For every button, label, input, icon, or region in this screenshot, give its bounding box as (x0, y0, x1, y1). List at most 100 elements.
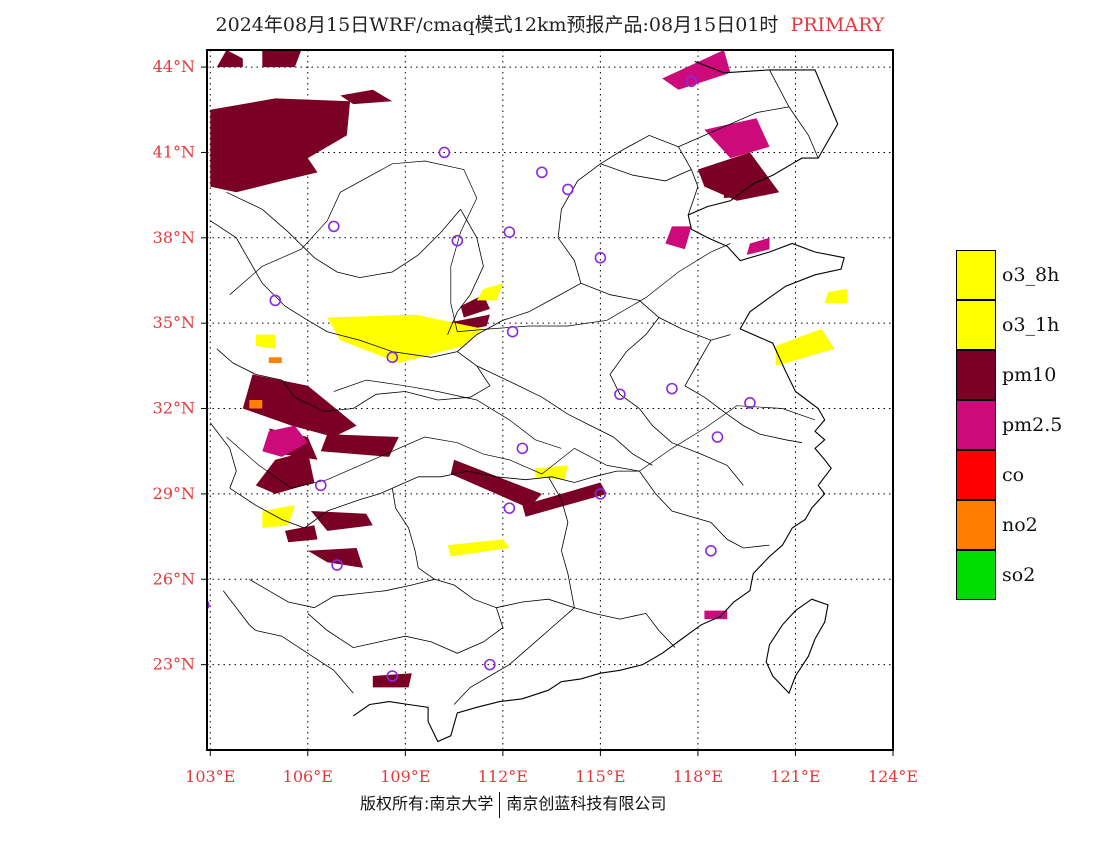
footer-divider (499, 791, 501, 818)
province-border (392, 470, 640, 489)
station-marker (705, 545, 717, 557)
longitude-label: 106°E (283, 767, 333, 786)
province-border (249, 578, 435, 609)
graticule (207, 50, 893, 750)
pm10-region (450, 459, 542, 509)
station-marker (711, 431, 724, 443)
station-marker (506, 325, 519, 338)
province-border (600, 163, 692, 182)
legend-item: o3_8h (956, 250, 1096, 300)
pollutant-layer (210, 50, 848, 688)
longitude-label: 103°E (185, 767, 235, 786)
copyright-left: 版权所有:南京大学 (360, 794, 494, 813)
coastline (352, 60, 845, 743)
map-title: 2024年08月15日WRF/cmaq模式12km预报产品:08月15日01时 P… (0, 10, 1100, 37)
province-border (229, 487, 393, 529)
station-marker (331, 559, 343, 571)
province-border (453, 607, 575, 705)
o3-region (262, 505, 295, 528)
no2-region (268, 357, 282, 363)
legend-item: pm10 (956, 350, 1096, 400)
legend-item: so2 (956, 550, 1096, 600)
copyright-right: 南京创蓝科技有限公司 (506, 794, 667, 813)
province-border (684, 340, 803, 444)
geography-lines (209, 60, 845, 743)
province-border (548, 476, 575, 608)
pm25-region (662, 50, 731, 90)
map-frame (206, 49, 894, 751)
pm10-region (285, 525, 318, 543)
legend-label: co (1002, 464, 1025, 486)
longitude-label: 121°E (770, 767, 820, 786)
station-marker (594, 488, 607, 500)
province-border (639, 470, 770, 549)
station-marker (594, 251, 607, 264)
latitude-label: 38°N (153, 228, 195, 247)
station-marker (386, 670, 399, 682)
legend-swatch (956, 550, 996, 600)
station-marker (503, 226, 516, 238)
pm10-region (216, 50, 243, 68)
station-marker (744, 397, 756, 409)
legend-label: no2 (1002, 514, 1038, 536)
pm10-region (340, 89, 393, 105)
longitude-label: 112°E (478, 767, 528, 786)
legend-item: co (956, 450, 1096, 500)
longitude-label: 115°E (575, 767, 625, 786)
province-border (609, 317, 744, 486)
pm10-region (311, 511, 373, 531)
copyright-footer: 版权所有:南京大学 南京创蓝科技有限公司 (360, 790, 666, 818)
station-marker (614, 388, 626, 401)
station-markers (207, 75, 756, 682)
station-marker (327, 220, 340, 233)
pm10-region (460, 294, 490, 318)
latitude-label: 41°N (153, 142, 195, 161)
pm10-region (255, 451, 315, 494)
title-tag: PRIMARY (790, 14, 885, 36)
station-marker (207, 600, 210, 610)
province-border (209, 422, 237, 489)
o3-region (255, 334, 276, 349)
legend-item: no2 (956, 500, 1096, 550)
legend-item: pm2.5 (956, 400, 1096, 450)
station-marker (562, 183, 574, 196)
latitude-label: 35°N (153, 313, 195, 332)
o3-region (447, 539, 510, 557)
latitude-label: 32°N (153, 399, 195, 418)
legend-label: pm2.5 (1002, 414, 1063, 436)
axis-labels: 44°N 41°N 38°N 35°N 32°N 29°N 26°N 23°N 103°E 106… (153, 57, 918, 786)
province-border (476, 134, 679, 335)
province-border (222, 590, 257, 631)
pm10-region (522, 482, 607, 517)
o3-region (327, 314, 484, 363)
pm10-region (320, 434, 399, 457)
legend-label: so2 (1002, 564, 1036, 586)
legend-swatch (956, 450, 996, 500)
legend-label: o3_8h (1002, 264, 1060, 286)
title-main: 2024年08月15日WRF/cmaq模式12km预报产品:08月15日01时 (215, 14, 779, 36)
latitude-label: 29°N (153, 484, 195, 503)
station-marker (314, 479, 327, 492)
province-border (255, 630, 354, 694)
legend: o3_8h o3_1h pm10 pm2.5 co no2 so2 (956, 250, 1096, 600)
latitude-label: 23°N (153, 655, 195, 674)
river-line (229, 160, 731, 333)
longitude-label: 109°E (380, 767, 430, 786)
station-marker (536, 166, 548, 179)
legend-label: pm10 (1002, 364, 1057, 386)
river-line (333, 379, 562, 449)
legend-swatch (956, 300, 996, 350)
province-border (476, 365, 653, 466)
pm25-region (262, 425, 308, 457)
station-marker (666, 382, 678, 395)
pm10-region (242, 374, 357, 437)
legend-item: o3_1h (956, 300, 1096, 350)
legend-label: o3_1h (1002, 314, 1060, 336)
latitude-label: 26°N (153, 569, 195, 588)
province-border (769, 69, 819, 159)
station-marker (503, 502, 516, 514)
legend-swatch (956, 250, 996, 300)
o3-region (824, 289, 848, 304)
pm25-region (704, 610, 728, 620)
